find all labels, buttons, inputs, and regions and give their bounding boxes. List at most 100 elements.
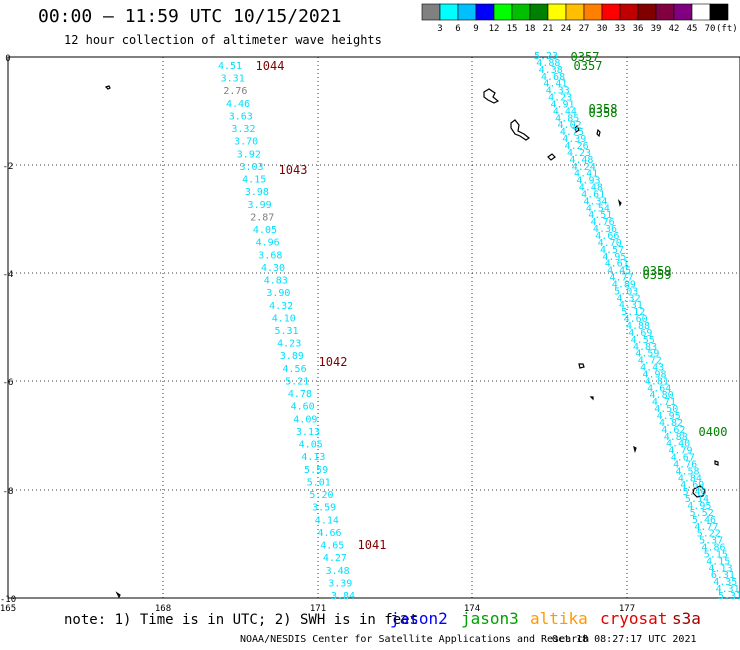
- wave-height-label: 5.03: [614, 286, 638, 297]
- wave-height-label: 4.70: [598, 238, 622, 249]
- wave-height-label: 4.69: [680, 480, 704, 491]
- island: [714, 460, 719, 466]
- wave-height-label: 4.50: [654, 404, 678, 415]
- wave-height-label: 3.13: [296, 427, 320, 438]
- wave-height-label: 4.46: [226, 99, 250, 110]
- legend-label: 12: [489, 24, 500, 34]
- wave-height-label: 4.64: [647, 383, 671, 394]
- wave-height-label: 4.86: [701, 543, 725, 554]
- altimeter-track-right: 5.234.884.384.684.414.334.234.914.444.85…: [534, 50, 740, 602]
- island: [574, 124, 580, 133]
- wave-height-label: 3.59: [312, 503, 336, 514]
- legend-swatch: [457, 3, 477, 21]
- legend-swatch: [637, 3, 657, 21]
- generated-timestamp: Oct 18 08:27:17 UTC 2021: [552, 634, 697, 645]
- lat-label: -4: [3, 270, 14, 280]
- wave-height-label: 4.88: [536, 58, 560, 69]
- legend-label: 39: [651, 24, 662, 34]
- wave-height-label: 5.37: [699, 536, 723, 547]
- legend-swatch: [493, 3, 513, 21]
- island: [692, 485, 706, 498]
- wave-height-label: 4.61: [605, 259, 629, 270]
- wave-height-label: 3.68: [258, 250, 282, 261]
- wave-height-label: 4.27: [323, 553, 347, 564]
- wave-height-label: 3.70: [234, 137, 258, 148]
- wave-height-label: 5.40: [683, 487, 707, 498]
- wave-height-label: 4.72: [638, 356, 662, 367]
- wave-height-label: 4.96: [256, 238, 280, 249]
- wave-height-label: 4.10: [272, 313, 296, 324]
- wave-height-label: 4.88: [626, 321, 650, 332]
- wave-height-label: 3.84: [331, 591, 355, 602]
- wave-height-label: 4.60: [291, 402, 315, 413]
- island: [617, 199, 622, 207]
- wave-height-label: 6.31: [711, 570, 735, 581]
- map-title: 00:00 – 11:59 UTC 10/15/2021: [38, 6, 342, 27]
- wave-height-label: 4.98: [642, 369, 666, 380]
- legend-label: 9: [473, 24, 478, 34]
- lat-label: -10: [0, 595, 16, 605]
- wave-height-label: 4.24: [572, 162, 596, 173]
- track-time-label: 0400: [699, 425, 728, 439]
- wave-height-label: 5.22: [697, 529, 721, 540]
- wave-height-label: 4.88: [664, 432, 688, 443]
- island: [483, 88, 500, 104]
- island: [596, 128, 601, 138]
- wave-height-label: 4.83: [633, 342, 657, 353]
- track-time-label: 0358: [589, 102, 618, 116]
- wave-height-label: 4.95: [657, 411, 681, 422]
- satellite-s3a: s3a: [672, 609, 701, 628]
- wave-height-label: 3.98: [245, 187, 269, 198]
- wave-height-label: 4.78: [288, 389, 312, 400]
- wave-height-label: 4.55: [631, 335, 655, 346]
- wave-height-label: 4.31: [716, 584, 740, 595]
- wave-height-label: 4.30: [261, 263, 285, 274]
- wave-height-label: 4.61: [581, 189, 605, 200]
- track-time-label: 1041: [358, 538, 387, 552]
- track-time-label: 1044: [256, 59, 285, 73]
- wave-height-label: 4.80: [650, 390, 674, 401]
- legend-label: 21: [543, 24, 554, 34]
- island: [589, 396, 594, 401]
- wave-height-label: 4.32: [617, 293, 641, 304]
- legend-swatch: [475, 3, 495, 21]
- wave-height-label: 4.66: [318, 528, 342, 539]
- altimeter-track-left: 4.51 3.312.76 4.463.63 3.32 3.703.92 3.03 4.15…: [218, 59, 387, 602]
- wave-height-label: 2.76: [223, 86, 247, 97]
- island-outlines: [104, 85, 719, 599]
- wave-height-label: 3.03: [239, 162, 263, 173]
- legend-label: 27: [579, 24, 590, 34]
- wave-height-label: 4.58: [675, 466, 699, 477]
- wave-height-label: 4.60: [624, 314, 648, 325]
- wave-height-label: 4.13: [709, 563, 733, 574]
- wave-height-label: 4.40: [666, 439, 690, 450]
- legend-unit: (ft): [716, 24, 738, 34]
- wave-height-label: 5.01: [307, 477, 331, 488]
- legend-label: 15: [507, 24, 518, 34]
- satellite-cryosat: cryosat: [600, 609, 668, 628]
- wave-height-label: 4.35: [713, 577, 737, 588]
- wave-height-label: 4.77: [694, 522, 718, 533]
- legend-label: 33: [615, 24, 626, 34]
- wave-height-label: 3.63: [229, 111, 253, 122]
- wave-height-label: 4.15: [242, 175, 266, 186]
- island: [578, 363, 585, 369]
- wave-height-label: 4.51: [588, 210, 612, 221]
- wave-height-label: 4.75: [560, 127, 584, 138]
- wave-height-label: 4.62: [661, 425, 685, 436]
- wave-height-label: 4.89: [612, 279, 636, 290]
- track-time-label: 0357: [571, 50, 600, 64]
- wave-height-label: 4.41: [543, 79, 567, 90]
- wave-height-label: 5.20: [309, 490, 333, 501]
- wave-height-label: 5.31: [718, 591, 740, 602]
- wave-height-label: 4.56: [283, 364, 307, 375]
- legend-label: 30: [597, 24, 608, 34]
- lon-label: 168: [155, 604, 171, 614]
- wave-height-label: 5.14: [685, 494, 709, 505]
- lon-label: 174: [464, 604, 480, 614]
- legend-swatch: [529, 3, 549, 21]
- wave-height-label: 2.87: [250, 212, 274, 223]
- legend-label: 24: [561, 24, 572, 34]
